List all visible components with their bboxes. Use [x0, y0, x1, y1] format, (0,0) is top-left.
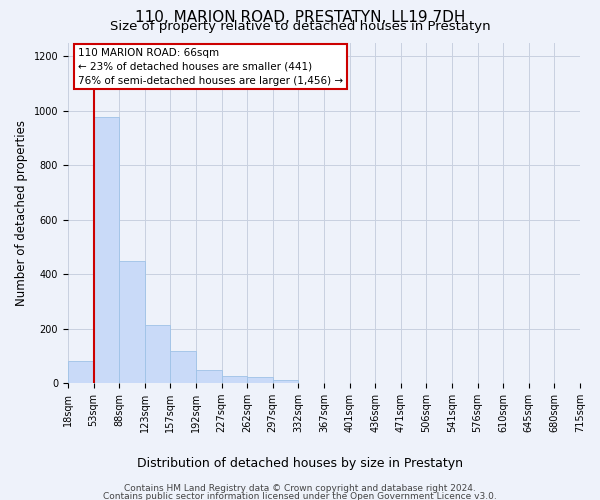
Text: 110 MARION ROAD: 66sqm
← 23% of detached houses are smaller (441)
76% of semi-de: 110 MARION ROAD: 66sqm ← 23% of detached… [78, 48, 343, 86]
Bar [196, 370, 221, 384]
Bar [247, 378, 273, 384]
Bar [94, 118, 119, 384]
Text: Contains HM Land Registry data © Crown copyright and database right 2024.: Contains HM Land Registry data © Crown c… [124, 484, 476, 493]
Bar [145, 324, 170, 384]
Text: Size of property relative to detached houses in Prestatyn: Size of property relative to detached ho… [110, 20, 490, 33]
Bar [273, 380, 298, 384]
Text: Distribution of detached houses by size in Prestatyn: Distribution of detached houses by size … [137, 458, 463, 470]
Bar [170, 350, 196, 384]
Bar [221, 376, 247, 384]
Bar [119, 260, 145, 384]
Bar [68, 361, 94, 384]
Text: Contains public sector information licensed under the Open Government Licence v3: Contains public sector information licen… [103, 492, 497, 500]
Text: 110, MARION ROAD, PRESTATYN, LL19 7DH: 110, MARION ROAD, PRESTATYN, LL19 7DH [135, 10, 465, 25]
Y-axis label: Number of detached properties: Number of detached properties [15, 120, 28, 306]
